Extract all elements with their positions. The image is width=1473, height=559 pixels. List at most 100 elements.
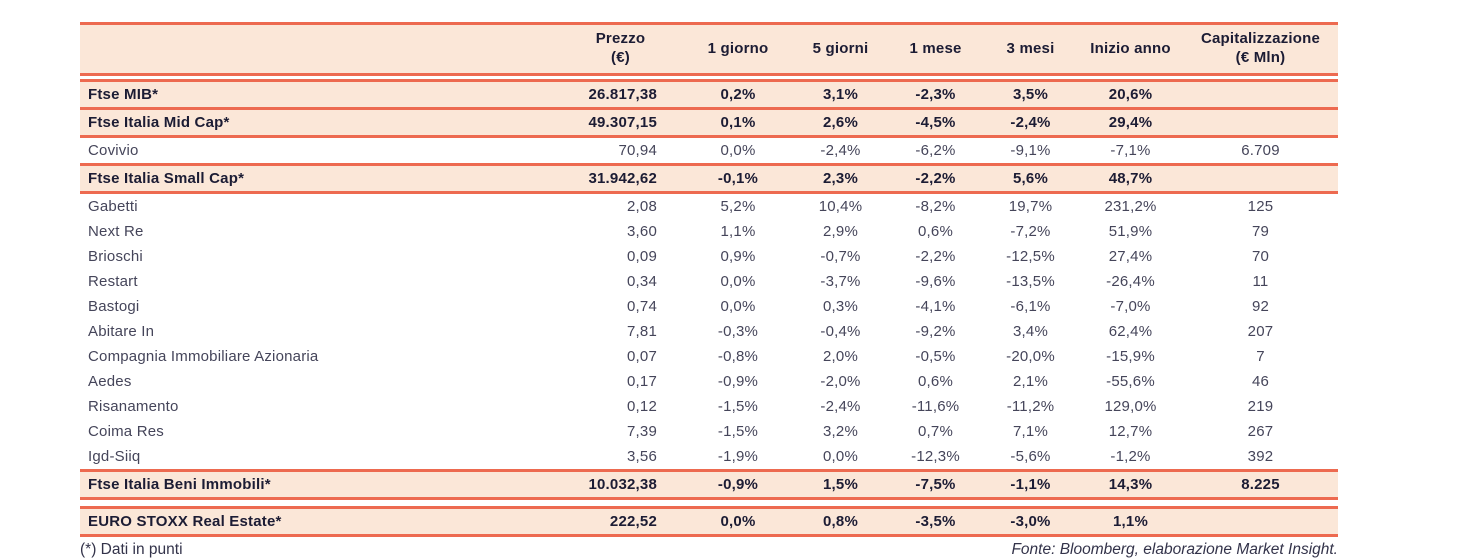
cell-prezzo: 49.307,15 (558, 107, 683, 138)
row-label: Ftse Italia Mid Cap* (80, 107, 558, 138)
cell-pct: -0,9% (683, 369, 793, 394)
cell-cap (1183, 107, 1338, 138)
cell-pct: 0,0% (683, 269, 793, 294)
index-row: Ftse Italia Beni Immobili* 10.032,38 -0,9%… (80, 469, 1338, 500)
stock-row: Abitare In 7,81 -0,3% -0,4% -9,2% 3,4% 62,4% 20… (80, 319, 1338, 344)
cell-pct: -2,2% (888, 163, 983, 194)
row-label: Aedes (80, 369, 558, 394)
cell-pct: -3,0% (983, 506, 1078, 537)
stock-row: Igd-Siiq 3,56 -1,9% 0,0% -12,3% -5,6% -1,2% 392 (80, 444, 1338, 471)
source-attribution: Fonte: Bloomberg, elaborazione Market In… (1011, 541, 1338, 558)
cell-pct: 231,2% (1078, 192, 1183, 219)
stock-row: Restart 0,34 0,0% -3,7% -9,6% -13,5% -26,4% 11 (80, 269, 1338, 294)
market-data-table: Prezzo (€) 1 giorno 5 giorni 1 mese 3 me… (80, 22, 1338, 537)
cell-cap: 8.225 (1183, 469, 1338, 500)
row-separator (80, 74, 1338, 81)
cell-pct: 129,0% (1078, 394, 1183, 419)
table-header-row: Prezzo (€) 1 giorno 5 giorni 1 mese 3 me… (80, 22, 1338, 76)
cell-pct: -0,8% (683, 344, 793, 369)
cell-pct: -13,5% (983, 269, 1078, 294)
cell-pct: 0,6% (888, 219, 983, 244)
cell-pct: -0,5% (888, 344, 983, 369)
cell-pct: -2,0% (793, 369, 888, 394)
cell-pct: -6,2% (888, 136, 983, 166)
cell-pct: 0,1% (683, 107, 793, 138)
cell-pct: -11,6% (888, 394, 983, 419)
column-header-3-mesi: 3 mesi (983, 22, 1078, 76)
cell-prezzo: 0,34 (558, 269, 683, 294)
index-row: Ftse Italia Small Cap* 31.942,62 -0,1% 2,3%… (80, 163, 1338, 194)
cell-pct: -0,7% (793, 244, 888, 269)
cell-pct: 12,7% (1078, 419, 1183, 444)
cell-cap (1183, 163, 1338, 194)
row-label: Restart (80, 269, 558, 294)
row-label: Coima Res (80, 419, 558, 444)
cell-pct: 3,4% (983, 319, 1078, 344)
cell-cap: 219 (1183, 394, 1338, 419)
cell-prezzo: 7,39 (558, 419, 683, 444)
cell-pct: 0,0% (683, 506, 793, 537)
table-body: Ftse MIB* 26.817,38 0,2% 3,1% -2,3% 3,5% 20,6%… (80, 74, 1338, 537)
row-label: Compagnia Immobiliare Azionaria (80, 344, 558, 369)
index-row: Ftse MIB* 26.817,38 0,2% 3,1% -2,3% 3,5% 20,6% (80, 79, 1338, 110)
cell-pct: -9,1% (983, 136, 1078, 166)
cell-pct: 3,5% (983, 79, 1078, 110)
row-label: EURO STOXX Real Estate* (80, 506, 558, 537)
cell-pct: -7,5% (888, 469, 983, 500)
row-label: Ftse MIB* (80, 79, 558, 110)
cell-pct: 14,3% (1078, 469, 1183, 500)
cell-pct: 51,9% (1078, 219, 1183, 244)
cell-pct: -5,6% (983, 444, 1078, 471)
stock-row: Aedes 0,17 -0,9% -2,0% 0,6% 2,1% -55,6% 46 (80, 369, 1338, 394)
cell-pct: -2,4% (983, 107, 1078, 138)
cell-cap: 70 (1183, 244, 1338, 269)
stock-row: Coima Res 7,39 -1,5% 3,2% 0,7% 7,1% 12,7% 267 (80, 419, 1338, 444)
cell-pct: 3,2% (793, 419, 888, 444)
cell-pct: -2,3% (888, 79, 983, 110)
cell-pct: -2,4% (793, 136, 888, 166)
cell-pct: 3,1% (793, 79, 888, 110)
cell-pct: 2,9% (793, 219, 888, 244)
cell-prezzo: 0,17 (558, 369, 683, 394)
cell-pct: -1,5% (683, 394, 793, 419)
cell-pct: 0,9% (683, 244, 793, 269)
cell-pct: -3,7% (793, 269, 888, 294)
cell-pct: 0,8% (793, 506, 888, 537)
cell-prezzo: 26.817,38 (558, 79, 683, 110)
cell-prezzo: 222,52 (558, 506, 683, 537)
cell-pct: -15,9% (1078, 344, 1183, 369)
cell-pct: -0,1% (683, 163, 793, 194)
cell-pct: -0,9% (683, 469, 793, 500)
row-label: Risanamento (80, 394, 558, 419)
cell-pct: -9,2% (888, 319, 983, 344)
cell-pct: 2,1% (983, 369, 1078, 394)
cell-pct: -2,2% (888, 244, 983, 269)
cell-cap: 267 (1183, 419, 1338, 444)
stock-row: Next Re 3,60 1,1% 2,9% 0,6% -7,2% 51,9% 79 (80, 219, 1338, 244)
cell-prezzo: 2,08 (558, 192, 683, 219)
stock-row: Gabetti 2,08 5,2% 10,4% -8,2% 19,7% 231,2% 125 (80, 192, 1338, 219)
cell-cap: 79 (1183, 219, 1338, 244)
cell-prezzo: 0,09 (558, 244, 683, 269)
cell-pct: -26,4% (1078, 269, 1183, 294)
index-row: Ftse Italia Mid Cap* 49.307,15 0,1% 2,6% -4,… (80, 107, 1338, 138)
row-label: Bastogi (80, 294, 558, 319)
cell-pct: -1,5% (683, 419, 793, 444)
cell-pct: -3,5% (888, 506, 983, 537)
stock-row: Covivio 70,94 0,0% -2,4% -6,2% -9,1% -7,1% 6.70… (80, 136, 1338, 166)
cell-prezzo: 7,81 (558, 319, 683, 344)
column-header-1-giorno: 1 giorno (683, 22, 793, 76)
cell-pct: 0,6% (888, 369, 983, 394)
column-header-prezzo: Prezzo (€) (558, 22, 683, 76)
cell-prezzo: 10.032,38 (558, 469, 683, 500)
stock-row: Compagnia Immobiliare Azionaria 0,07 -0,8%… (80, 344, 1338, 369)
column-header-capitalizzazione: Capitalizzazione (€ Mln) (1183, 22, 1338, 76)
cell-pct: -11,2% (983, 394, 1078, 419)
row-label: Ftse Italia Small Cap* (80, 163, 558, 194)
cell-pct: -8,2% (888, 192, 983, 219)
cell-prezzo: 0,12 (558, 394, 683, 419)
cell-pct: 7,1% (983, 419, 1078, 444)
row-label: Brioschi (80, 244, 558, 269)
cell-pct: 2,3% (793, 163, 888, 194)
cell-pct: 62,4% (1078, 319, 1183, 344)
